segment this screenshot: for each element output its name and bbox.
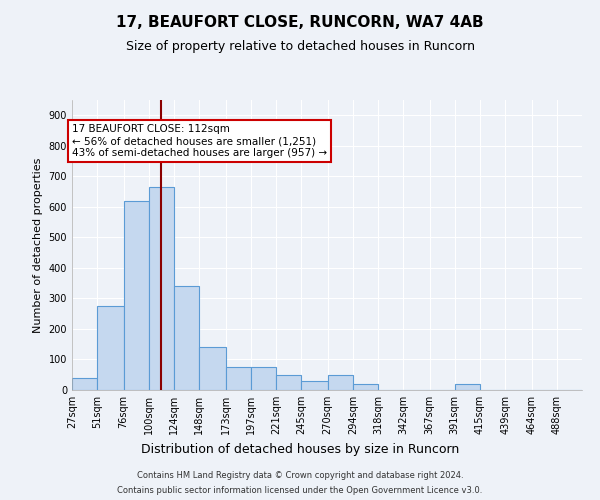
Bar	[301, 381, 328, 390]
Text: Contains HM Land Registry data © Crown copyright and database right 2024.: Contains HM Land Registry data © Crown c…	[137, 471, 463, 480]
Bar	[251, 367, 276, 390]
Text: Distribution of detached houses by size in Runcorn: Distribution of detached houses by size …	[141, 442, 459, 456]
Text: Size of property relative to detached houses in Runcorn: Size of property relative to detached ho…	[125, 40, 475, 53]
Bar	[124, 200, 149, 390]
Text: 17 BEAUFORT CLOSE: 112sqm
← 56% of detached houses are smaller (1,251)
43% of se: 17 BEAUFORT CLOSE: 112sqm ← 56% of detac…	[72, 124, 327, 158]
Bar	[353, 384, 378, 390]
Bar	[174, 286, 199, 390]
Text: Contains public sector information licensed under the Open Government Licence v3: Contains public sector information licen…	[118, 486, 482, 495]
Text: 17, BEAUFORT CLOSE, RUNCORN, WA7 4AB: 17, BEAUFORT CLOSE, RUNCORN, WA7 4AB	[116, 15, 484, 30]
Y-axis label: Number of detached properties: Number of detached properties	[33, 158, 43, 332]
Bar	[97, 306, 124, 390]
Bar	[149, 187, 174, 390]
Bar	[276, 374, 301, 390]
Bar	[72, 378, 97, 390]
Bar	[199, 348, 226, 390]
Bar	[226, 367, 251, 390]
Bar	[455, 384, 480, 390]
Bar	[328, 374, 353, 390]
